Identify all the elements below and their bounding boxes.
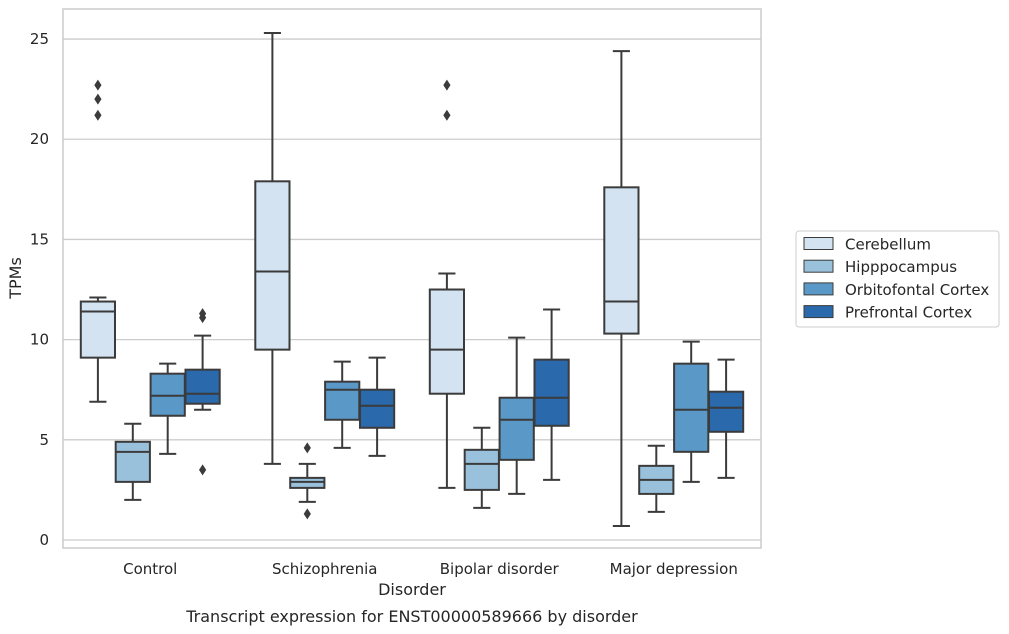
box-plots: [79, 32, 745, 527]
grid-lines: [63, 38, 761, 541]
box-body: [254, 180, 291, 351]
x-axis-label: Disorder: [378, 580, 446, 599]
box-body: [498, 396, 535, 461]
y-tick-label-25: 25: [30, 30, 49, 48]
box-3-2: [673, 340, 710, 483]
box-3-0: [603, 50, 640, 527]
outlier-point: [94, 109, 102, 121]
y-tick-label-15: 15: [30, 230, 49, 248]
outlier-point: [303, 442, 311, 454]
legend-swatch-3: [803, 305, 834, 319]
x-tick-label-0: Control: [123, 560, 177, 578]
x-tick-labels: Control Schizophrenia Bipolar disorder Majo…: [123, 560, 738, 578]
box-1-2: [324, 360, 361, 449]
y-tick-labels: 0 5 10 15 20 25: [30, 30, 49, 549]
box-body: [184, 368, 221, 405]
outlier-point: [199, 308, 207, 320]
box-1-0: [254, 32, 291, 465]
box-1-3: [358, 356, 396, 457]
chart-caption: Transcript expression for ENST0000058966…: [185, 607, 638, 626]
outlier-point: [94, 79, 102, 91]
box-3-1: [638, 444, 675, 513]
legend-swatch-0: [803, 237, 834, 250]
x-tick-label-1: Schizophrenia: [272, 560, 377, 578]
box-1-1: [289, 442, 326, 520]
box-body: [289, 476, 326, 489]
box-3-3: [707, 358, 745, 479]
outlier-point: [443, 109, 451, 121]
box-0-0: [79, 79, 117, 403]
y-tick-label-20: 20: [30, 130, 49, 148]
box-body: [79, 300, 117, 359]
y-tick-label-0: 0: [39, 531, 49, 549]
legend-label-2: Orbitofontal Cortex: [845, 281, 989, 299]
y-axis-label: TPMs: [6, 257, 25, 300]
box-2-3: [533, 308, 570, 481]
legend-swatch-2: [803, 282, 834, 296]
box-2-1: [463, 426, 500, 509]
box-2-0: [428, 79, 466, 489]
legend-frame: [795, 230, 1000, 328]
box-body: [533, 358, 570, 427]
box-body: [673, 362, 710, 453]
box-body: [428, 288, 466, 395]
y-tick-label-5: 5: [39, 431, 49, 449]
box-0-2: [149, 362, 186, 455]
legend-label-1: Hipppocampus: [845, 258, 957, 276]
legend-label-0: Cerebellum: [845, 236, 931, 254]
box-body: [707, 390, 745, 433]
y-tick-label-10: 10: [30, 331, 49, 349]
outlier-point: [303, 508, 311, 520]
box-body: [149, 372, 186, 417]
legend-swatch-1: [803, 259, 834, 273]
box-body: [324, 380, 361, 421]
plot-frame: [62, 8, 762, 549]
legend: Cerebellum Hipppocampus Orbitofontal Corte…: [795, 230, 1000, 328]
box-2-2: [498, 336, 535, 495]
box-0-1: [114, 422, 151, 501]
legend-label-3: Prefrontal Cortex: [845, 304, 972, 322]
box-body: [463, 448, 500, 491]
outlier-point: [94, 93, 102, 105]
x-tick-label-2: Bipolar disorder: [440, 560, 560, 578]
outlier-point: [443, 79, 451, 91]
box-body: [358, 388, 396, 429]
box-body: [603, 186, 640, 335]
box-0-3: [184, 308, 221, 476]
x-tick-label-3: Major depression: [610, 560, 738, 578]
outlier-point: [199, 464, 207, 476]
box-body: [114, 440, 151, 483]
